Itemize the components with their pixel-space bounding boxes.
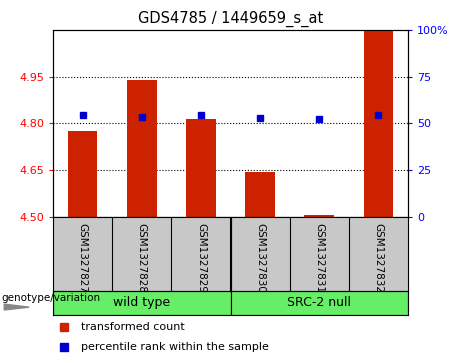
Text: GSM1327829: GSM1327829 bbox=[196, 223, 206, 293]
Bar bbox=[230, 291, 408, 315]
Text: GSM1327827: GSM1327827 bbox=[77, 223, 88, 293]
Bar bbox=[68, 131, 97, 217]
Text: transformed count: transformed count bbox=[82, 322, 185, 332]
Text: genotype/variation: genotype/variation bbox=[1, 293, 100, 303]
Title: GDS4785 / 1449659_s_at: GDS4785 / 1449659_s_at bbox=[138, 11, 323, 27]
Bar bbox=[304, 215, 334, 217]
Bar bbox=[245, 172, 275, 217]
Bar bbox=[53, 291, 230, 315]
Text: percentile rank within the sample: percentile rank within the sample bbox=[82, 342, 269, 352]
Text: SRC-2 null: SRC-2 null bbox=[287, 297, 351, 309]
Text: GSM1327830: GSM1327830 bbox=[255, 223, 265, 293]
Bar bbox=[364, 31, 393, 217]
Text: wild type: wild type bbox=[113, 297, 170, 309]
Bar bbox=[186, 119, 216, 217]
Bar bbox=[127, 79, 157, 217]
Text: GSM1327832: GSM1327832 bbox=[373, 223, 384, 293]
Polygon shape bbox=[4, 304, 29, 310]
Text: GSM1327831: GSM1327831 bbox=[314, 223, 324, 293]
Text: GSM1327828: GSM1327828 bbox=[137, 223, 147, 293]
